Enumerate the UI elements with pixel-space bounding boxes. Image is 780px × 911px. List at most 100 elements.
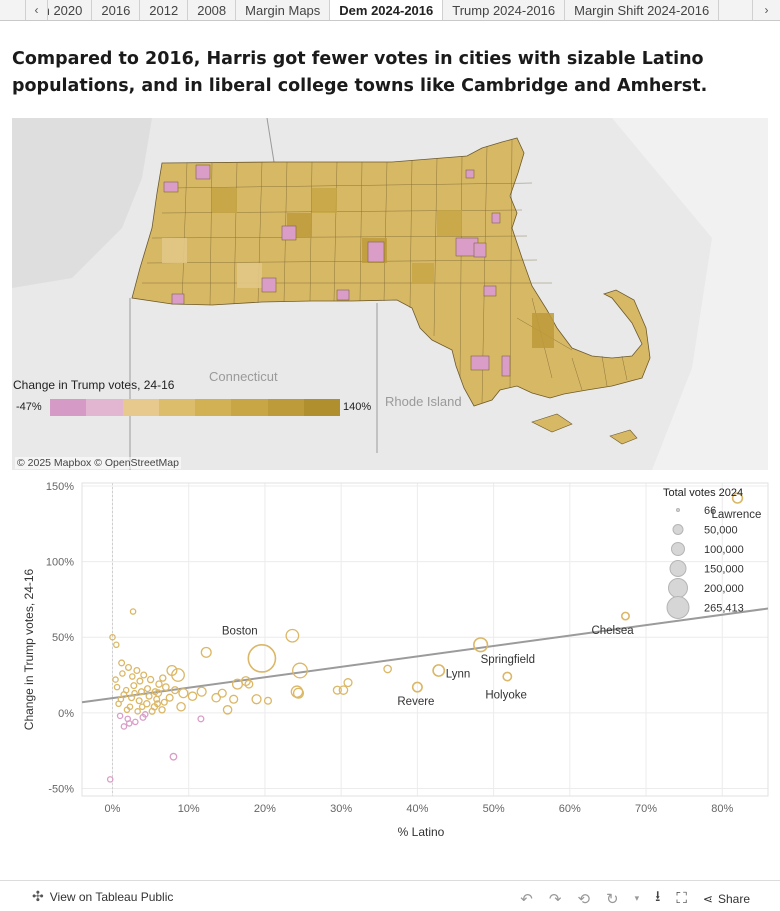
tab-trump-2024-2016[interactable]: Trump 2024-2016 (443, 0, 566, 20)
data-point[interactable] (118, 659, 126, 667)
tab-margin-shift-2024-2016[interactable]: Margin Shift 2024-2016 (565, 0, 720, 20)
data-point[interactable] (165, 693, 174, 702)
data-point[interactable] (211, 692, 221, 703)
data-point[interactable] (148, 707, 156, 715)
data-point[interactable] (143, 700, 151, 708)
data-point[interactable] (145, 692, 153, 700)
data-point[interactable] (136, 677, 144, 685)
data-point[interactable] (196, 686, 207, 697)
data-point[interactable] (244, 679, 254, 689)
tab-margin-maps[interactable]: Margin Maps (236, 0, 331, 20)
data-point[interactable] (166, 664, 178, 677)
data-point[interactable] (129, 673, 136, 680)
data-point[interactable] (222, 705, 233, 715)
data-point[interactable] (146, 675, 155, 684)
pause-dropdown-icon[interactable]: ▾ (634, 893, 640, 903)
data-point[interactable] (159, 674, 167, 682)
data-point[interactable] (119, 670, 126, 677)
data-point[interactable] (332, 685, 342, 695)
data-point[interactable] (153, 700, 161, 708)
redo-icon[interactable]: ↷ (548, 890, 562, 908)
data-point[interactable] (292, 687, 305, 699)
data-point[interactable] (113, 683, 121, 691)
data-point[interactable] (117, 695, 125, 703)
data-point[interactable] (133, 666, 141, 675)
chevron-right-icon[interactable]: › (752, 0, 780, 20)
data-point[interactable] (285, 628, 300, 643)
data-point-springfield[interactable] (473, 637, 489, 653)
data-point[interactable] (170, 686, 180, 695)
data-point[interactable] (151, 688, 159, 696)
massachusetts-state-shape[interactable] (131, 137, 651, 407)
data-point-boston[interactable] (247, 644, 277, 673)
chevron-left-icon[interactable]: ‹ (26, 0, 48, 20)
data-point[interactable] (158, 706, 166, 714)
marthas-vineyard[interactable] (531, 413, 573, 433)
data-point[interactable] (128, 694, 136, 702)
data-point[interactable] (141, 711, 149, 718)
tab-2016[interactable]: 2016 (92, 0, 141, 20)
data-point[interactable] (160, 698, 168, 706)
data-point[interactable] (161, 683, 170, 692)
data-point[interactable] (120, 723, 128, 730)
data-point[interactable] (343, 678, 353, 688)
data-point[interactable] (176, 701, 186, 712)
download-icon[interactable]: ⭳ (655, 888, 661, 905)
map-panel[interactable]: Connecticut Rhode Island Change in Trump… (12, 118, 768, 470)
data-point[interactable] (217, 688, 227, 698)
data-point-lawrence[interactable] (731, 492, 744, 504)
tab-scroll-left-button[interactable] (0, 0, 26, 20)
data-point[interactable] (116, 712, 124, 720)
data-point-chelsea[interactable] (620, 611, 630, 621)
data-point[interactable] (124, 663, 133, 671)
data-point[interactable] (187, 691, 198, 702)
refresh-icon[interactable]: ↻ (606, 890, 619, 908)
data-point[interactable] (140, 671, 148, 679)
data-point[interactable] (197, 715, 205, 723)
fullscreen-icon[interactable]: ⛶ (676, 890, 687, 907)
tab-dem-2020[interactable]: m 2020 (48, 0, 93, 20)
data-point[interactable] (123, 706, 131, 714)
data-point[interactable] (144, 685, 152, 693)
data-point[interactable] (113, 641, 120, 649)
data-point[interactable] (383, 664, 392, 674)
data-point[interactable] (122, 686, 130, 694)
data-point-holyoke[interactable] (502, 671, 513, 682)
data-point[interactable] (130, 682, 138, 690)
data-point[interactable] (132, 718, 139, 726)
tab-2008[interactable]: 2008 (188, 0, 237, 20)
data-point[interactable] (338, 685, 349, 695)
data-point-revere[interactable] (411, 681, 423, 693)
tab-dem-2024-2016[interactable]: Dem 2024-2016 (330, 0, 444, 20)
data-point[interactable] (106, 776, 114, 783)
data-point[interactable] (135, 697, 143, 705)
data-point[interactable] (129, 608, 137, 615)
data-point[interactable] (200, 646, 212, 658)
data-point[interactable] (251, 694, 262, 705)
data-point[interactable] (292, 662, 308, 679)
data-point[interactable] (138, 703, 146, 711)
data-point[interactable] (112, 676, 119, 683)
data-point[interactable] (231, 678, 244, 690)
data-point[interactable] (229, 694, 239, 704)
data-point[interactable] (131, 689, 138, 697)
data-point-lynn[interactable] (432, 664, 446, 677)
map-attribution[interactable]: © 2025 Mapbox © OpenStreetMap (15, 457, 181, 469)
scatter-chart[interactable]: 0% 10% 20% 30% 40% 50% 60% 70% 80% -50% 0% 50% 100% 1… (0, 478, 780, 848)
data-point[interactable] (109, 633, 116, 641)
share-button[interactable]: ⋖ Share (703, 892, 750, 906)
revert-icon[interactable]: ⟲ (577, 890, 591, 908)
data-point[interactable] (155, 680, 163, 688)
data-point[interactable] (263, 696, 273, 705)
data-point[interactable] (137, 688, 145, 696)
data-point[interactable] (125, 720, 133, 727)
nantucket[interactable] (609, 429, 638, 445)
scatter-panel[interactable]: 0% 10% 20% 30% 40% 50% 60% 70% 80% -50% 0% 50% 100% 1… (0, 478, 780, 848)
massachusetts-map[interactable] (12, 118, 768, 470)
data-point[interactable] (169, 752, 178, 761)
undo-icon[interactable]: ↶ (520, 890, 533, 908)
tab-2012[interactable]: 2012 (140, 0, 189, 20)
view-on-tableau-link[interactable]: ✣ View on Tableau Public (32, 888, 173, 905)
data-point[interactable] (134, 708, 141, 715)
data-point[interactable] (290, 685, 304, 698)
